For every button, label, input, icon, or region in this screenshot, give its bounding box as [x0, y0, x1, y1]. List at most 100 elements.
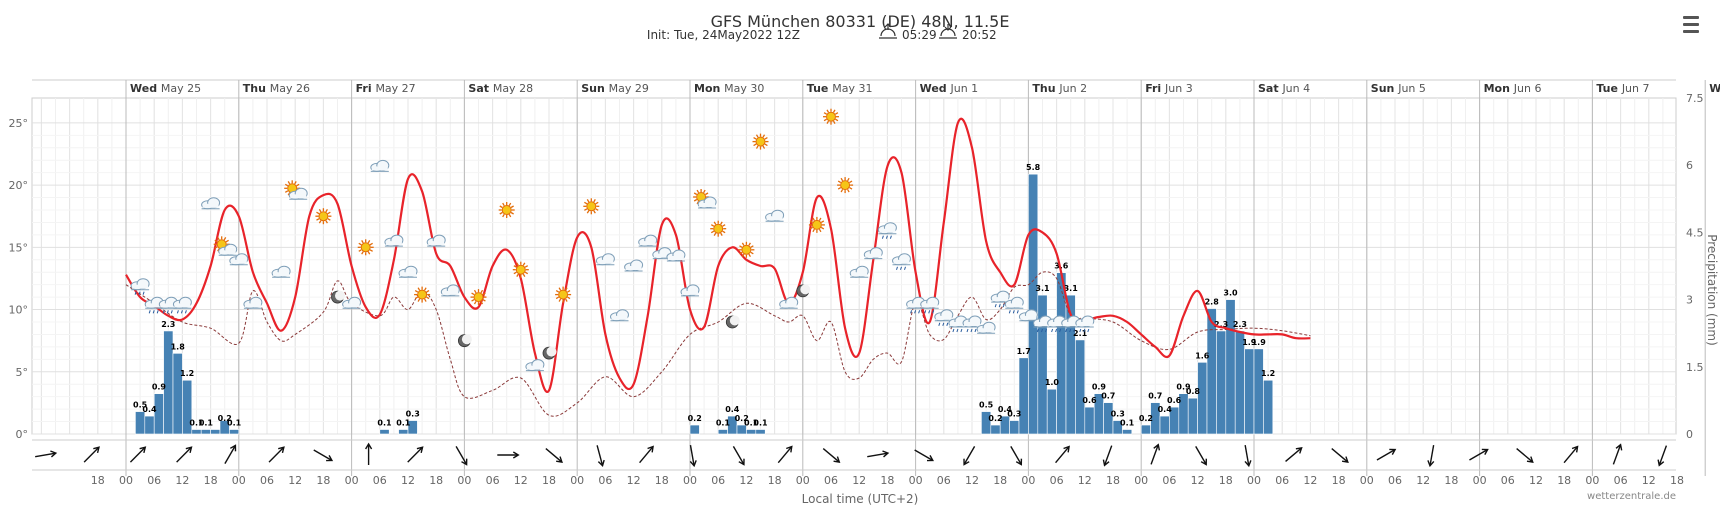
- rain-drop: [946, 322, 949, 326]
- temp-tick-label: 15°: [9, 241, 29, 254]
- cloud-base: [442, 290, 459, 295]
- precip-data-label: 2.3: [161, 320, 175, 329]
- wind-arrow-shaft: [1285, 448, 1302, 462]
- wind-arrow-head: [512, 451, 520, 459]
- sun-ray: [480, 301, 484, 305]
- sun-ray: [820, 220, 825, 223]
- cloud-rain-icon: [934, 309, 954, 326]
- wind-arrow-head: [556, 456, 563, 463]
- precip-tick-label: 4.5: [1686, 226, 1704, 239]
- wind-arrow: [777, 445, 793, 464]
- cloud-base: [964, 322, 980, 326]
- sun-ray: [593, 199, 596, 203]
- day-weekday: Wed: [920, 82, 951, 95]
- wind-arrow-shaft: [1516, 448, 1533, 462]
- menu-icon[interactable]: [1680, 16, 1704, 36]
- rain-drop: [1016, 310, 1019, 314]
- wind-arrow: [1469, 448, 1489, 461]
- sun-icon: [837, 177, 854, 194]
- sun-ray: [693, 198, 698, 202]
- precip-data-label: 0.1: [396, 419, 411, 428]
- cloud-base: [935, 315, 952, 320]
- cloud-base: [343, 303, 360, 308]
- sun-cloud-icon: [693, 189, 717, 209]
- sun-ray: [567, 290, 571, 293]
- precip-bar: [1216, 330, 1227, 435]
- precip-data-label: 2.8: [1205, 298, 1220, 307]
- sun-icon: [808, 216, 825, 233]
- rain-drop: [1041, 328, 1043, 333]
- wind-arrow-shaft: [867, 452, 888, 458]
- day-label: Sat Jun 4: [1258, 82, 1310, 95]
- cloud-icon: [384, 234, 404, 247]
- wind-arrow-head: [416, 446, 424, 454]
- sun-ray: [473, 301, 477, 305]
- moon-shade: [335, 290, 345, 301]
- sun-ray: [318, 220, 322, 224]
- sun-disc: [811, 219, 822, 230]
- sun-icon: [710, 220, 727, 237]
- hour-tick-label: 18: [768, 474, 782, 487]
- precip-data-label: 3.1: [1064, 284, 1079, 293]
- sun-ray: [755, 134, 759, 138]
- day-weekday: Fri: [356, 82, 376, 95]
- cloud-base: [949, 322, 966, 326]
- wind-arrow-shaft: [1469, 449, 1488, 461]
- rain-drop: [1051, 328, 1054, 333]
- sun-ray: [595, 208, 599, 211]
- sun-ray: [516, 262, 519, 266]
- precip-data-label: 0.1: [199, 419, 214, 428]
- sun-ray: [764, 137, 768, 140]
- moon-icon: [796, 284, 811, 298]
- sun-ray: [513, 271, 517, 275]
- cloud-icon: [697, 196, 717, 209]
- cloud-icon: [863, 247, 883, 260]
- cloud-icon: [426, 234, 446, 247]
- sun-ray: [748, 242, 751, 246]
- cloud-icon: [849, 265, 869, 278]
- wind-arrow-head: [1295, 447, 1303, 454]
- sun-ray: [555, 290, 560, 293]
- sun-ray: [522, 262, 526, 266]
- precip-data-label: 0.9: [152, 383, 167, 392]
- sun-disc: [755, 136, 766, 147]
- hour-tick-label: 12: [965, 474, 979, 487]
- day-label: Wed Jun ...: [1709, 82, 1720, 95]
- day-label: Fri May 27: [356, 82, 416, 95]
- sun-disc: [318, 211, 329, 222]
- wind-arrow-head: [1526, 456, 1534, 463]
- plot-area: [31, 97, 1677, 435]
- rain-drop: [918, 310, 921, 314]
- precip-data-label: 1.0: [1045, 378, 1060, 387]
- sun-ray: [369, 249, 373, 252]
- sun-ray: [225, 239, 229, 243]
- sun-ray: [287, 192, 291, 196]
- sun-ray: [755, 145, 759, 149]
- sun-ray: [327, 218, 331, 221]
- day-weekday: Mon: [1484, 82, 1514, 95]
- rain-drop: [881, 235, 884, 239]
- sun-ray: [818, 228, 822, 233]
- precip-bar: [219, 420, 230, 435]
- day-date: Jun 7: [1621, 82, 1650, 95]
- day-label: Thu May 26: [243, 82, 310, 95]
- precip-data-label: 2.3: [1233, 320, 1247, 329]
- sun-ray: [510, 205, 514, 209]
- cloud-base: [160, 303, 177, 308]
- cloud-icon: [271, 265, 291, 278]
- cloud-base: [1076, 322, 1093, 326]
- sunset-icon: [939, 24, 957, 39]
- cloud-base: [385, 241, 402, 246]
- precip-bar: [398, 429, 409, 435]
- precip-data-label: 0.5: [979, 401, 994, 410]
- rain-drop: [148, 310, 151, 314]
- sun-ray: [558, 287, 562, 291]
- hour-tick-label: 00: [119, 474, 133, 487]
- wind-arrow-shaft: [1150, 445, 1159, 465]
- precip-data-label: 0.2: [688, 414, 702, 423]
- hour-tick-label: 06: [373, 474, 387, 487]
- day-date: Jun 2: [1058, 82, 1087, 95]
- sun-ray: [818, 217, 822, 221]
- wind-arrow-head: [185, 446, 193, 454]
- wind-arrow: [1195, 445, 1207, 466]
